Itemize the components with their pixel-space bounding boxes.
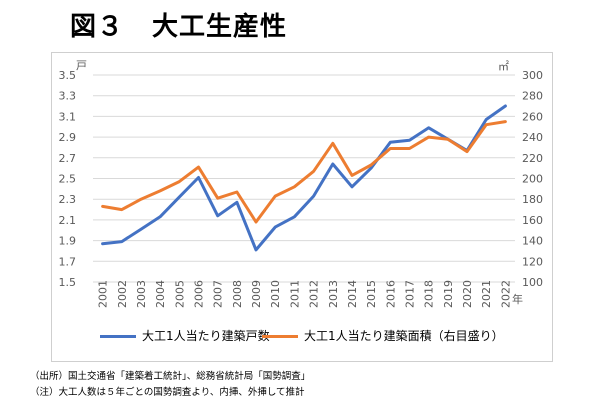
y-right-unit-label: ㎡	[498, 60, 509, 73]
x-tick-label: 2010	[269, 280, 282, 308]
y-right-tick-label: 220	[522, 152, 543, 165]
x-tick-label: 2020	[461, 280, 474, 308]
y-right-tick-label: 160	[522, 214, 543, 227]
y-right-tick-label: 100	[522, 276, 543, 289]
x-tick-label: 2021	[480, 280, 493, 308]
chart-frame	[51, 52, 553, 362]
x-tick-label: 2015	[365, 280, 378, 308]
y-right-tick-label: 260	[522, 110, 543, 123]
y-left-tick-label: 1.7	[59, 255, 77, 268]
x-tick-label: 2008	[231, 280, 244, 308]
x-tick-label: 2013	[327, 280, 340, 308]
estimation-note: （注）大工人数は５年ごとの国勢調査より、内挿、外挿して推計	[30, 387, 305, 398]
y-left-tick-label: 1.9	[59, 235, 77, 248]
y-right-tick-label: 180	[522, 193, 543, 206]
figure-title-text: 大工生産性	[152, 12, 288, 42]
x-tick-label: 2005	[173, 280, 186, 308]
x-tick-label: 2007	[212, 280, 225, 308]
y-left-tick-label: 2.1	[59, 214, 77, 227]
x-unit-label: 年	[512, 292, 523, 306]
x-tick-label: 2011	[288, 280, 301, 308]
y-right-tick-label: 140	[522, 235, 543, 248]
y-right-tick-label: 120	[522, 255, 543, 268]
x-tick-label: 2002	[116, 280, 129, 308]
legend-swatch-series1	[100, 335, 136, 338]
y-left-tick-label: 2.3	[59, 193, 77, 206]
figure-number: 図３	[70, 12, 125, 42]
x-tick-label: 2001	[97, 280, 110, 308]
y-right-tick-label: 280	[522, 90, 543, 103]
x-tick-label: 2018	[423, 280, 436, 308]
series-line-1	[101, 104, 507, 252]
y-left-tick-label: 3.5	[59, 69, 77, 82]
x-tick-label: 2019	[442, 280, 455, 308]
legend-swatch-series2	[262, 335, 298, 338]
x-tick-label: 2012	[308, 280, 321, 308]
legend-item-series1: 大工1人当たり建築戸数	[100, 327, 270, 344]
x-tick-label: 2004	[154, 280, 167, 308]
series-line-2	[101, 120, 507, 224]
y-left-tick-label: 1.5	[59, 276, 77, 289]
legend-label-series2: 大工1人当たり建築面積（右目盛り）	[304, 329, 504, 343]
y-right-tick-label: 300	[522, 69, 543, 82]
y-right-tick-label: 200	[522, 173, 543, 186]
legend-label-series1: 大工1人当たり建築戸数	[142, 329, 270, 343]
y-left-tick-label: 2.5	[59, 173, 77, 186]
source-note: （出所）国土交通省「建築着工統計」、総務省統計局「国勢調査」	[30, 371, 311, 382]
x-tick-label: 2009	[250, 280, 263, 308]
legend-item-series2: 大工1人当たり建築面積（右目盛り）	[262, 327, 504, 344]
y-left-unit-label: 戸	[76, 59, 87, 72]
y-left-tick-label: 2.7	[59, 152, 77, 165]
y-left-tick-label: 2.9	[59, 131, 77, 144]
x-tick-label: 2017	[404, 280, 417, 308]
x-tick-label: 2022	[499, 280, 512, 308]
x-tick-label: 2014	[346, 280, 359, 308]
y-left-tick-label: 3.1	[59, 110, 77, 123]
x-tick-label: 2006	[193, 280, 206, 308]
x-tick-label: 2016	[384, 280, 397, 308]
y-right-tick-label: 240	[522, 131, 543, 144]
y-left-tick-label: 3.3	[59, 90, 77, 103]
figure-title: 図３ 大工生産性	[70, 6, 287, 43]
x-tick-label: 2003	[135, 280, 148, 308]
